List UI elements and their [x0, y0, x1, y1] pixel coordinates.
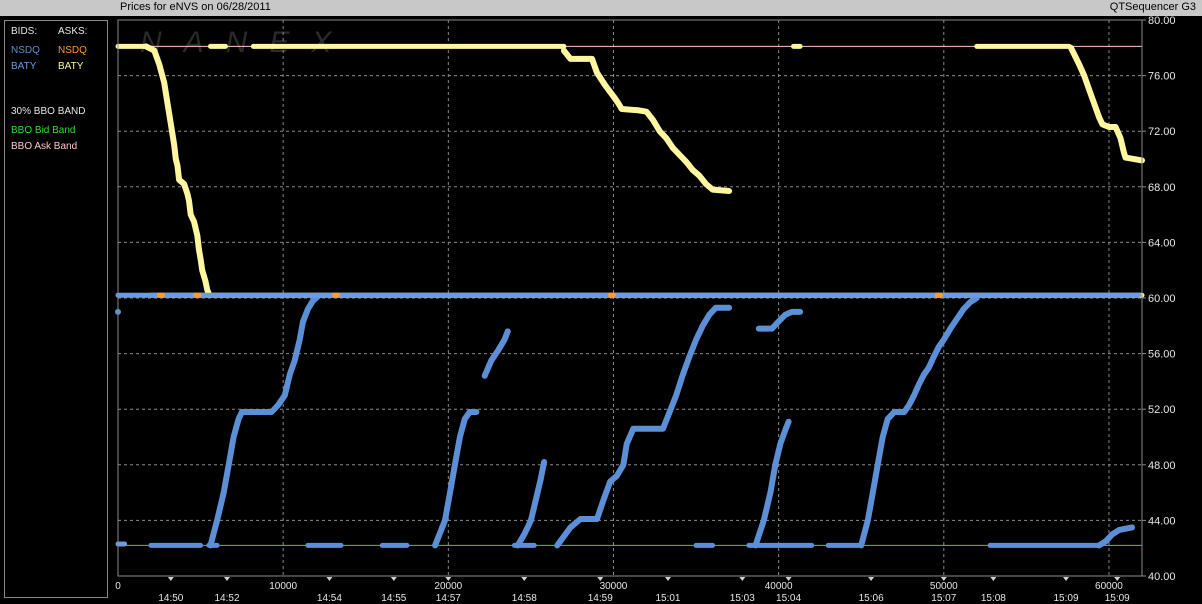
time-marker	[664, 577, 671, 581]
time-marker	[390, 577, 397, 581]
time-label: 15:06	[859, 593, 884, 604]
time-marker	[597, 577, 604, 581]
time-label: 15:09	[1054, 593, 1079, 604]
series-trace	[755, 308, 804, 332]
x-tick-label: 20000	[434, 581, 462, 592]
y-tick-label: 76.00	[1148, 71, 1176, 83]
time-marker	[990, 577, 997, 581]
y-tick-label: 60.00	[1148, 293, 1176, 305]
time-label: 14:54	[317, 593, 342, 604]
time-marker	[326, 577, 333, 581]
series-trace	[858, 295, 980, 549]
y-tick-label: 40.00	[1148, 571, 1176, 583]
series-trace	[207, 293, 321, 549]
time-label: 15:03	[730, 593, 755, 604]
time-label: 15:08	[981, 593, 1006, 604]
series-trace	[432, 409, 480, 549]
legend-panel: BIDS: ASKS: NSDQ NSDQ BATY BATY 30% BBO …	[4, 20, 108, 598]
legend-band-title: 30% BBO BAND	[11, 106, 86, 117]
time-marker	[739, 577, 746, 581]
time-label: 14:57	[436, 593, 461, 604]
y-tick-label: 68.00	[1148, 182, 1176, 194]
series-baty-ask	[115, 43, 1145, 298]
x-tick-label: 10000	[269, 581, 297, 592]
y-tick-label: 72.00	[1148, 126, 1176, 138]
series-trace	[143, 43, 212, 297]
time-marker	[1114, 577, 1121, 581]
x-tick-label: 60000	[1095, 581, 1123, 592]
time-marker	[1063, 577, 1070, 581]
x-tick-label: 30000	[600, 581, 628, 592]
time-marker	[868, 577, 875, 581]
y-tick-label: 56.00	[1148, 349, 1176, 361]
series-nsdq-bid	[115, 293, 1136, 549]
time-label: 14:52	[214, 593, 239, 604]
y-tick-label: 64.00	[1148, 237, 1176, 249]
time-label: 15:07	[931, 593, 956, 604]
x-axis: 0 10000 20000 30000 40000 50000 60000 14:50 14:5…	[115, 577, 1130, 604]
legend-bids-header: BIDS:	[11, 26, 38, 37]
legend-ask-nsdq: NSDQ	[58, 45, 87, 56]
x-tick-label: 50000	[930, 581, 958, 592]
legend-bid-baty: BATY	[11, 61, 37, 72]
legend-ask-baty: BATY	[58, 61, 84, 72]
time-marker	[940, 577, 947, 581]
y-tick-label: 48.00	[1148, 460, 1176, 472]
y-axis: 40.00 44.00 48.00 52.00 56.00 60.00 64.00 68.00…	[1142, 15, 1176, 583]
y-tick-label: 80.00	[1148, 15, 1176, 27]
watermark-text: NANEX	[140, 26, 353, 59]
legend-ask-band: BBO Ask Band	[11, 141, 78, 152]
time-marker	[521, 577, 528, 581]
series-trace	[514, 459, 548, 549]
time-marker	[167, 577, 174, 581]
x-tick-label: 0	[115, 581, 121, 592]
title-bar: Prices for eNVS on 06/28/2011 QTSequence…	[0, 0, 1202, 16]
time-label: 15:01	[655, 593, 680, 604]
grid-lines	[118, 20, 1142, 576]
app-name: QTSequencer G3	[1109, 1, 1196, 13]
chart-title: Prices for eNVS on 06/28/2011	[120, 1, 271, 13]
x-tick-label: 40000	[765, 581, 793, 592]
series-layer	[115, 43, 1145, 549]
legend-bid-band: BBO Bid Band	[11, 125, 76, 136]
series-trace	[481, 328, 511, 379]
series-trace	[560, 47, 733, 194]
series-trace	[1096, 524, 1136, 549]
series-trace	[554, 304, 733, 549]
time-marker	[445, 577, 452, 581]
y-tick-label: 52.00	[1148, 404, 1176, 416]
series-trace	[752, 418, 792, 549]
y-tick-label: 44.00	[1148, 515, 1176, 527]
series-trace	[1068, 44, 1145, 164]
time-label: 15:04	[776, 593, 801, 604]
time-label: 14:55	[381, 593, 406, 604]
legend-bid-nsdq: NSDQ	[11, 45, 40, 56]
time-marker	[785, 577, 792, 581]
time-label: 14:58	[512, 593, 537, 604]
time-label: 14:59	[588, 593, 613, 604]
time-label: 15:09	[1105, 593, 1130, 604]
time-label: 14:50	[158, 593, 183, 604]
time-marker	[224, 577, 231, 581]
legend-asks-header: ASKS:	[58, 26, 88, 37]
series-baty-bid	[115, 292, 1142, 547]
